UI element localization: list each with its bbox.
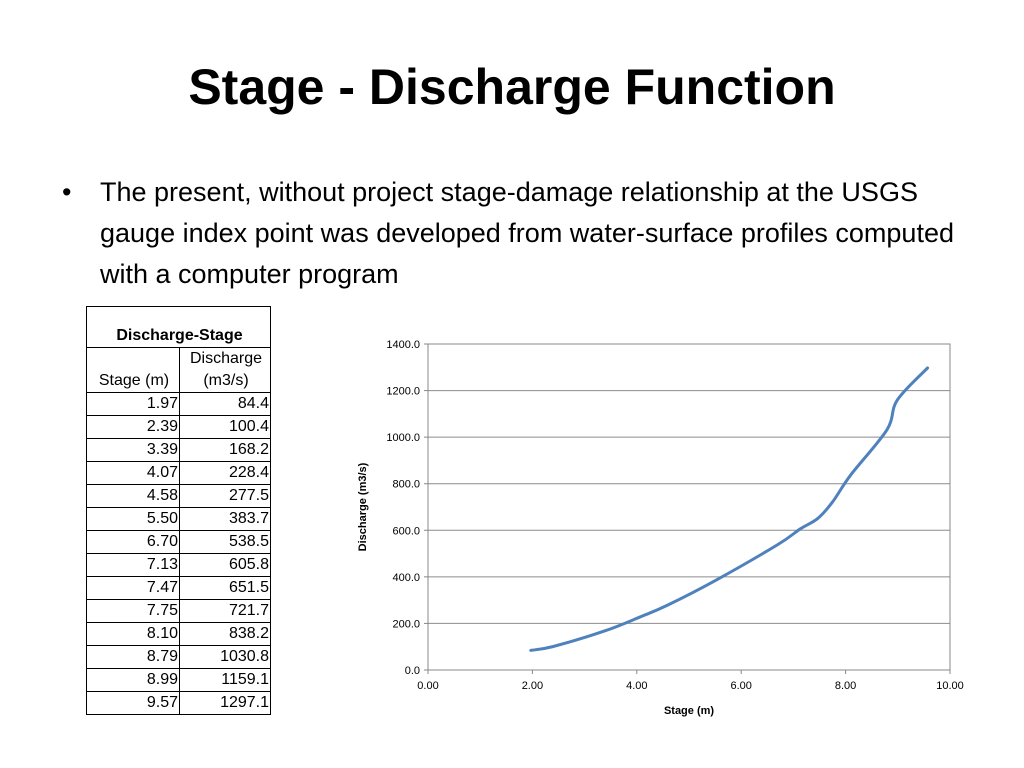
- y-tick-label: 1200.0: [386, 386, 420, 398]
- slide-title: Stage - Discharge Function: [188, 59, 836, 115]
- table-row: 7.13 605.8: [86, 553, 271, 577]
- bullet-item: • The present, without project stage-dam…: [60, 172, 980, 295]
- stage-cell: 7.47: [86, 576, 180, 600]
- stage-cell: 7.75: [86, 599, 180, 623]
- stage-cell: 2.39: [86, 415, 180, 439]
- x-tick-label: 10.00: [936, 680, 964, 692]
- table-row: 8.99 1159.1: [86, 668, 271, 692]
- x-tick-label: 6.00: [730, 680, 751, 692]
- bullet-dot-icon: •: [62, 177, 72, 207]
- discharge-cell: 538.5: [179, 530, 271, 554]
- y-tick-label: 200.0: [392, 618, 420, 630]
- discharge-cell: 838.2: [179, 622, 271, 646]
- stage-cell: 9.57: [86, 691, 180, 715]
- y-axis-ticks: 0.0 200.0 400.0 600.0 800.0 1000.0 1200.0 1400.…: [386, 339, 428, 677]
- plot-area-frame: [427, 343, 951, 671]
- y-tick-label: 800.0: [392, 479, 420, 491]
- bullet-list: • The present, without project stage-dam…: [60, 172, 980, 295]
- stage-cell: 5.50: [86, 507, 180, 531]
- stage-cell: 3.39: [86, 438, 180, 462]
- stage-cell: 8.99: [86, 668, 180, 692]
- discharge-cell: 721.7: [179, 599, 271, 623]
- y-tick-label: 0.0: [405, 665, 420, 677]
- y-axis-label: Discharge (m3/s): [357, 462, 369, 551]
- discharge-cell: 651.5: [179, 576, 271, 600]
- table-row: 4.07 228.4: [86, 461, 271, 485]
- stage-cell: 7.13: [86, 553, 180, 577]
- table-row: 4.58 277.5: [86, 484, 271, 508]
- x-axis-label: Stage (m): [664, 705, 714, 717]
- y-tick-label: 1000.0: [386, 432, 420, 444]
- stage-cell: 8.10: [86, 622, 180, 646]
- discharge-cell: 228.4: [179, 461, 271, 485]
- stage-discharge-chart: 0.0 200.0 400.0 600.0 800.0 1000.0 1200.0 1400.…: [357, 339, 964, 717]
- discharge-stage-table: Discharge-Stage Stage (m) Discharge (m3/s…: [86, 306, 271, 715]
- table-row: 9.57 1297.1: [86, 691, 271, 715]
- series-line: [529, 366, 930, 652]
- chart-gridlines: [428, 343, 950, 671]
- table-row: 3.39 168.2: [86, 438, 271, 462]
- table-title-row: Discharge-Stage: [86, 306, 271, 348]
- table-title: Discharge-Stage: [86, 306, 271, 348]
- discharge-cell: 1030.8: [179, 645, 271, 669]
- y-tick-label: 1400.0: [386, 339, 420, 351]
- table-row: 8.10 838.2: [86, 622, 271, 646]
- discharge-cell: 84.4: [179, 392, 271, 416]
- table-row: 6.70 538.5: [86, 530, 271, 554]
- stage-cell: 4.58: [86, 484, 180, 508]
- table-row: 7.75 721.7: [86, 599, 271, 623]
- x-axis-ticks: 0.00 2.00 4.00 6.00 8.00 10.00: [417, 670, 964, 692]
- discharge-column-header: Discharge (m3/s): [179, 347, 271, 393]
- stage-cell: 6.70: [86, 530, 180, 554]
- discharge-cell: 277.5: [179, 484, 271, 508]
- discharge-cell: 605.8: [179, 553, 271, 577]
- stage-cell: 8.79: [86, 645, 180, 669]
- discharge-cell: 1159.1: [179, 668, 271, 692]
- stage-cell: 4.07: [86, 461, 180, 485]
- bullet-text: The present, without project stage-damag…: [100, 177, 954, 289]
- table-row: 7.47 651.5: [86, 576, 271, 600]
- table-row: 1.97 84.4: [86, 392, 271, 416]
- discharge-cell: 168.2: [179, 438, 271, 462]
- y-tick-label: 600.0: [392, 525, 420, 537]
- table-row: 8.79 1030.8: [86, 645, 271, 669]
- x-tick-label: 2.00: [522, 680, 543, 692]
- x-tick-label: 8.00: [835, 680, 856, 692]
- discharge-cell: 383.7: [179, 507, 271, 531]
- stage-column-header: Stage (m): [86, 347, 180, 393]
- table-row: 5.50 383.7: [86, 507, 271, 531]
- x-tick-label: 0.00: [417, 680, 438, 692]
- discharge-cell: 1297.1: [179, 691, 271, 715]
- y-tick-label: 400.0: [392, 572, 420, 584]
- table-header-row: Stage (m) Discharge (m3/s): [86, 347, 271, 393]
- stage-cell: 1.97: [86, 392, 180, 416]
- table-row: 2.39 100.4: [86, 415, 271, 439]
- x-tick-label: 4.00: [626, 680, 647, 692]
- discharge-cell: 100.4: [179, 415, 271, 439]
